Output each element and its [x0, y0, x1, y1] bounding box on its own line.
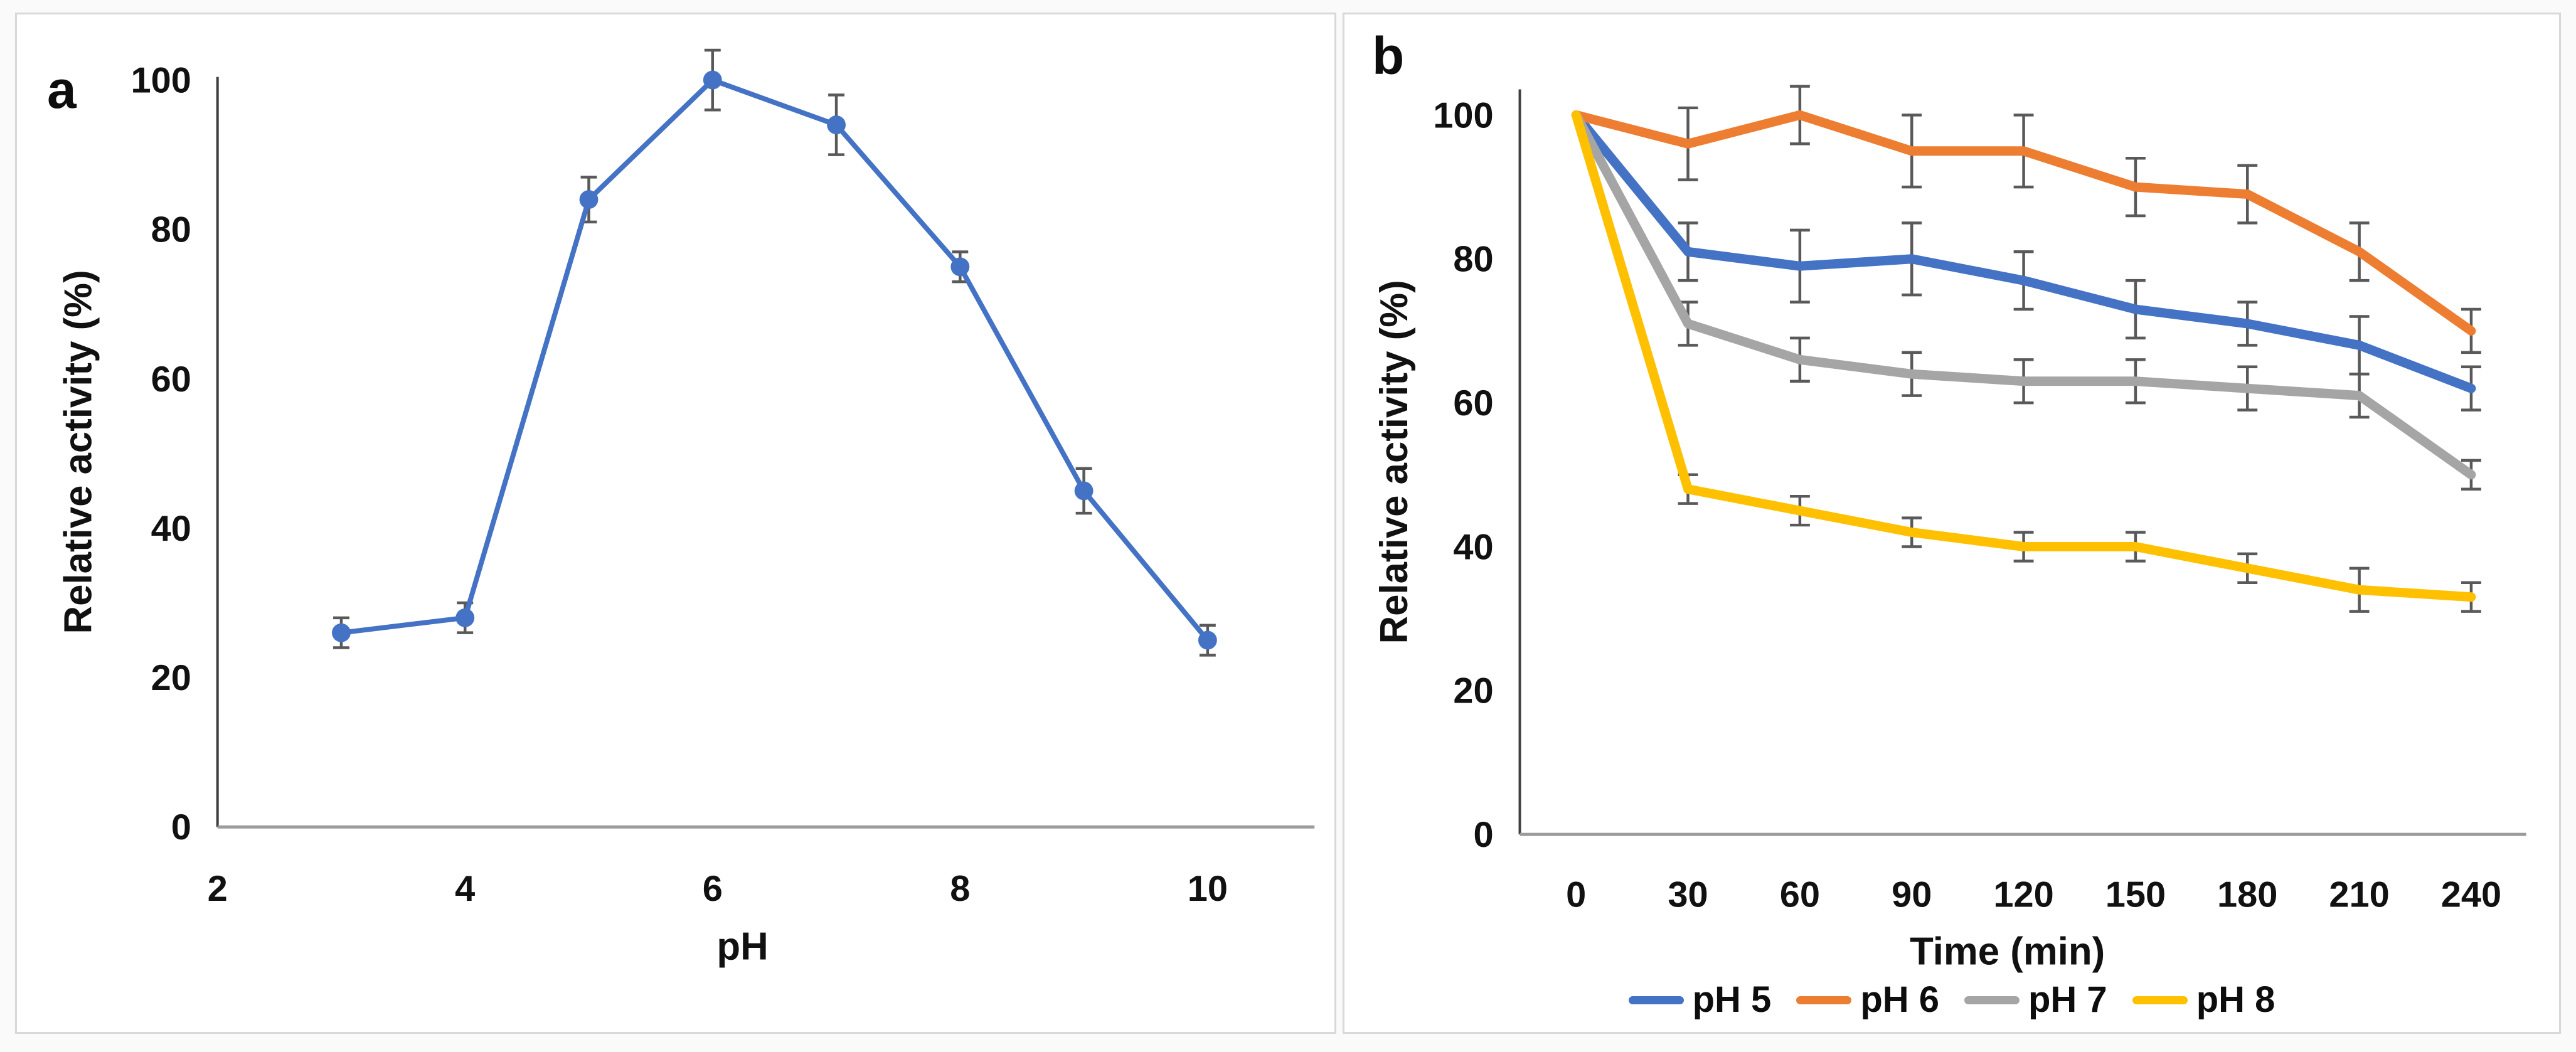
- x-tick-label: 6: [703, 869, 723, 909]
- x-tick-label: 150: [2105, 875, 2166, 915]
- x-axis-title: pH: [716, 925, 768, 968]
- legend-item-ph-5: pH 5: [1628, 979, 1772, 1020]
- chart-legend: pH 5 pH 6 pH 7 pH 8: [1344, 982, 2559, 1018]
- x-tick-label: 90: [1892, 875, 1932, 915]
- y-axis-title: Relative activity (%): [1373, 280, 1416, 644]
- x-tick-label: 240: [2441, 875, 2501, 915]
- data-point-relative-activity: [1198, 630, 1217, 650]
- y-tick-label: 20: [1453, 671, 1493, 711]
- y-tick-label: 100: [130, 61, 191, 101]
- legend-swatch-ph-6: [1796, 996, 1852, 1004]
- x-tick-label: 2: [208, 869, 228, 909]
- legend-item-ph-8: pH 8: [2132, 982, 2275, 1018]
- data-point-relative-activity: [455, 608, 475, 627]
- y-tick-label: 20: [151, 658, 191, 698]
- x-tick-label: 0: [1566, 875, 1586, 915]
- panel-b-label: b: [1372, 26, 1405, 85]
- data-point-relative-activity: [950, 257, 970, 277]
- data-point-relative-activity: [332, 623, 351, 642]
- x-tick-label: 4: [455, 869, 475, 909]
- data-point-relative-activity: [827, 115, 846, 134]
- panel-b: b 0 20 40 60 80 100 0 30 60 90 120 150 180 210 240 Time…: [1343, 13, 2561, 1034]
- series-line-ph-8: [1571, 110, 2476, 602]
- data-point-relative-activity: [1074, 481, 1094, 501]
- legend-item-ph-7: pH 7: [1964, 982, 2107, 1018]
- x-tick-label: 10: [1188, 869, 1228, 909]
- y-tick-label: 60: [151, 359, 191, 400]
- legend-swatch-ph-8: [2132, 996, 2188, 1004]
- x-tick-label: 8: [950, 869, 970, 909]
- x-tick-label: 60: [1780, 875, 1820, 915]
- legend-label-ph-6: pH 6: [1860, 979, 1939, 1020]
- y-tick-label: 80: [151, 210, 191, 250]
- y-tick-label: 100: [1433, 95, 1493, 135]
- legend-item-ph-6: pH 6: [1796, 982, 1939, 1018]
- legend-label-ph-8: pH 8: [2196, 979, 2275, 1020]
- x-tick-label: 180: [2217, 875, 2277, 915]
- series-line-ph-7: [1571, 110, 2476, 480]
- legend-label-ph-7: pH 7: [2028, 979, 2107, 1020]
- x-tick-label: 120: [1993, 875, 2053, 915]
- series-line-ph-6: [1571, 110, 2476, 336]
- y-tick-label: 0: [1474, 815, 1494, 855]
- data-point-relative-activity: [579, 190, 599, 210]
- data-point-relative-activity: [703, 70, 722, 90]
- y-tick-label: 60: [1453, 383, 1493, 423]
- y-tick-label: 40: [1453, 527, 1493, 567]
- y-tick-label: 0: [171, 807, 191, 847]
- ph-stability-chart: 0 20 40 60 80 100 0 30 60 90 120 150 180 210 240 Time (…: [1373, 85, 2526, 973]
- series-line-relative-activity: [338, 77, 1210, 643]
- y-tick-label: 40: [151, 509, 191, 549]
- y-tick-label: 80: [1453, 240, 1493, 280]
- legend-swatch-ph-7: [1964, 996, 2020, 1004]
- ph-optimum-chart: 0 20 40 60 80 100 2 4 6 8 10 pH Relative activity (%…: [56, 48, 1315, 968]
- panel-a-label: a: [47, 60, 77, 119]
- legend-swatch-ph-5: [1628, 996, 1684, 1004]
- series-line-ph-5: [1571, 110, 2476, 393]
- x-tick-label: 210: [2329, 875, 2389, 915]
- x-tick-label: 30: [1668, 875, 1708, 915]
- x-axis-title: Time (min): [1910, 930, 2105, 973]
- panel-a: a 0 20 40 60 80 100 2 4 6 8 10 pH Relative activity …: [15, 13, 1336, 1034]
- y-axis-title: Relative activity (%): [56, 270, 100, 634]
- legend-label-ph-5: pH 5: [1692, 979, 1772, 1020]
